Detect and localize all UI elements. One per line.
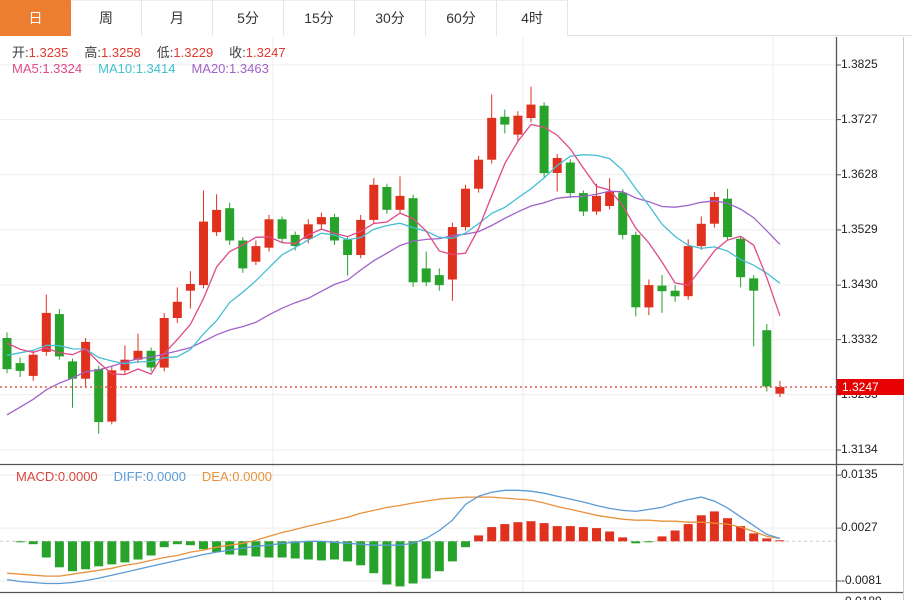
price-axis-label: 1.3134	[841, 442, 878, 456]
macd-item: DIFF:0.0000	[113, 469, 186, 484]
tab-15min[interactable]: 15分	[284, 0, 355, 36]
macd-axis-label: 0.0027	[841, 520, 878, 535]
tab-4hour[interactable]: 4时	[497, 0, 568, 36]
price-axis-label: 1.3430	[841, 277, 878, 292]
price-axis-label: 1.3628	[841, 166, 878, 181]
clipped-axis-label: -0.0189	[841, 594, 882, 600]
tab-week[interactable]: 周	[71, 0, 142, 36]
ohlc-item: 开:1.3235	[12, 45, 69, 60]
ma-item: MA10:1.3414	[98, 61, 176, 76]
ma-item: MA20:1.3463	[191, 61, 269, 76]
tab-5min[interactable]: 5分	[213, 0, 284, 36]
macd-axis-label: -0.0081	[841, 573, 882, 588]
macd-axis-label: 0.0135	[841, 467, 878, 482]
current-price-badge: 1.3247	[837, 379, 904, 396]
ohlc-readout: 开:1.3235 高:1.3258 低:1.3229 收:1.3247	[12, 42, 302, 61]
tab-day[interactable]: 日	[0, 0, 71, 36]
ohlc-item: 高:1.3258	[84, 45, 141, 60]
price-axis-label: 1.3825	[841, 57, 878, 71]
timeframe-tabs: 日周月 5分 15分 30分 60分 4时	[0, 0, 912, 36]
ohlc-item: 收:1.3247	[229, 45, 286, 60]
tab-60min[interactable]: 60分	[426, 0, 497, 36]
macd-readout: MACD:0.0000 DIFF:0.0000 DEA:0.0000	[16, 469, 288, 484]
ohlc-item: 低:1.3229	[156, 45, 214, 60]
price-axis-label: 1.3727	[841, 111, 878, 126]
ma-readout: MA5:1.3324 MA10:1.3414 MA20:1.3463	[12, 61, 285, 76]
tab-30min[interactable]: 30分	[355, 0, 426, 36]
tab-month[interactable]: 月	[142, 0, 213, 36]
macd-item: DEA:0.0000	[201, 469, 273, 484]
macd-item: MACD:0.0000	[16, 469, 98, 484]
price-axis-label: 1.3529	[841, 221, 878, 236]
price-axis-label: 1.3332	[841, 331, 878, 346]
ma-item: MA5:1.3324	[12, 61, 83, 76]
